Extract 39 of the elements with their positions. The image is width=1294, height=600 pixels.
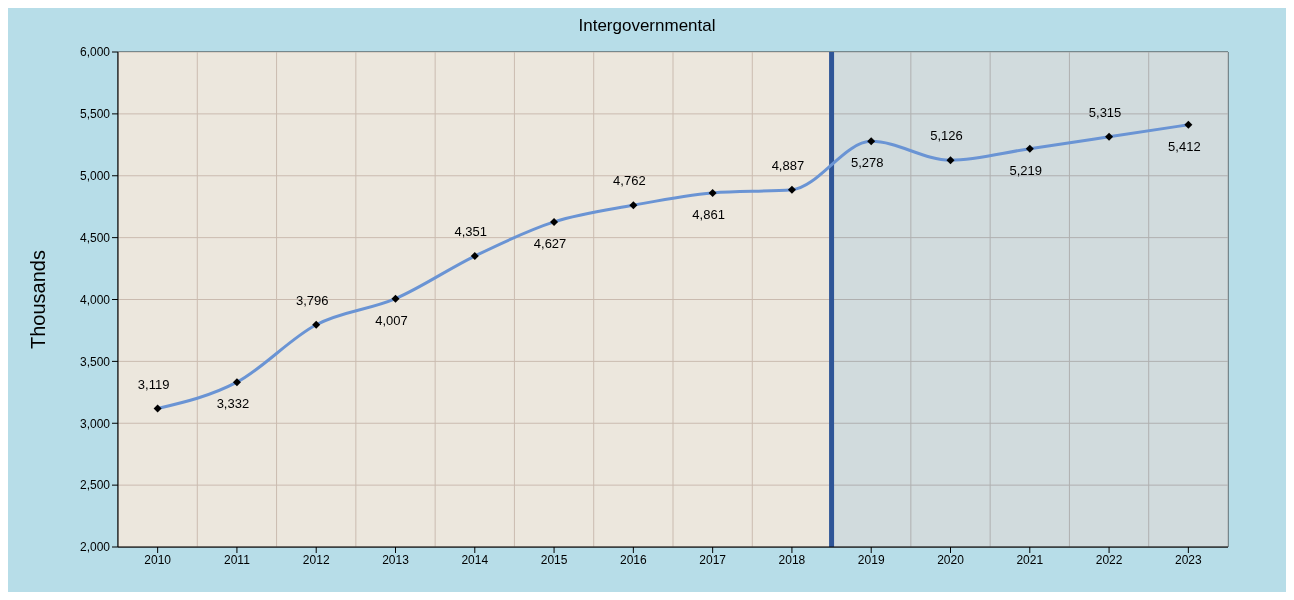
x-tick-label: 2013 xyxy=(382,552,410,567)
y-tick-label: 2,500 xyxy=(79,478,111,493)
y-tick-label: 4,000 xyxy=(79,292,111,307)
x-tick-label: 2016 xyxy=(620,552,648,567)
x-tick-label: 2010 xyxy=(144,552,172,567)
x-tick-label: 2018 xyxy=(778,552,806,567)
y-tick-label: 3,500 xyxy=(79,354,111,369)
y-axis-title: Thousands xyxy=(27,250,50,349)
x-tick-label: 2020 xyxy=(937,552,965,567)
x-tick-label: 2011 xyxy=(224,552,251,567)
data-label: 4,861 xyxy=(692,206,725,222)
chart-title: Intergovernmental xyxy=(577,15,717,37)
y-tick-label: 4,500 xyxy=(79,230,111,245)
data-label: 4,627 xyxy=(533,235,567,251)
data-label: 4,762 xyxy=(613,173,646,189)
data-label: 3,119 xyxy=(137,376,170,392)
data-label: 5,412 xyxy=(1168,138,1201,154)
data-label: 5,315 xyxy=(1088,104,1122,120)
data-label: 3,796 xyxy=(295,292,329,308)
x-tick-label: 2012 xyxy=(302,552,330,567)
x-tick-label: 2022 xyxy=(1095,552,1123,567)
data-label: 5,278 xyxy=(850,155,884,171)
y-tick-label: 2,000 xyxy=(79,540,111,555)
y-tick-label: 6,000 xyxy=(79,45,111,60)
data-label: 5,219 xyxy=(1009,162,1043,178)
x-tick-label: 2023 xyxy=(1175,552,1203,567)
data-label: 4,007 xyxy=(375,312,408,328)
x-tick-label: 2014 xyxy=(461,552,489,567)
data-label: 4,887 xyxy=(771,157,805,173)
y-tick-label: 5,500 xyxy=(79,107,111,122)
x-tick-label: 2021 xyxy=(1016,552,1044,567)
x-tick-label: 2017 xyxy=(699,552,727,567)
data-label: 4,351 xyxy=(454,224,488,240)
data-label: 3,332 xyxy=(216,396,250,412)
x-tick-label: 2019 xyxy=(857,552,885,567)
y-tick-label: 3,000 xyxy=(79,416,111,431)
data-label: 5,126 xyxy=(930,128,963,144)
x-tick-label: 2015 xyxy=(540,552,568,567)
y-tick-label: 5,000 xyxy=(79,169,111,184)
